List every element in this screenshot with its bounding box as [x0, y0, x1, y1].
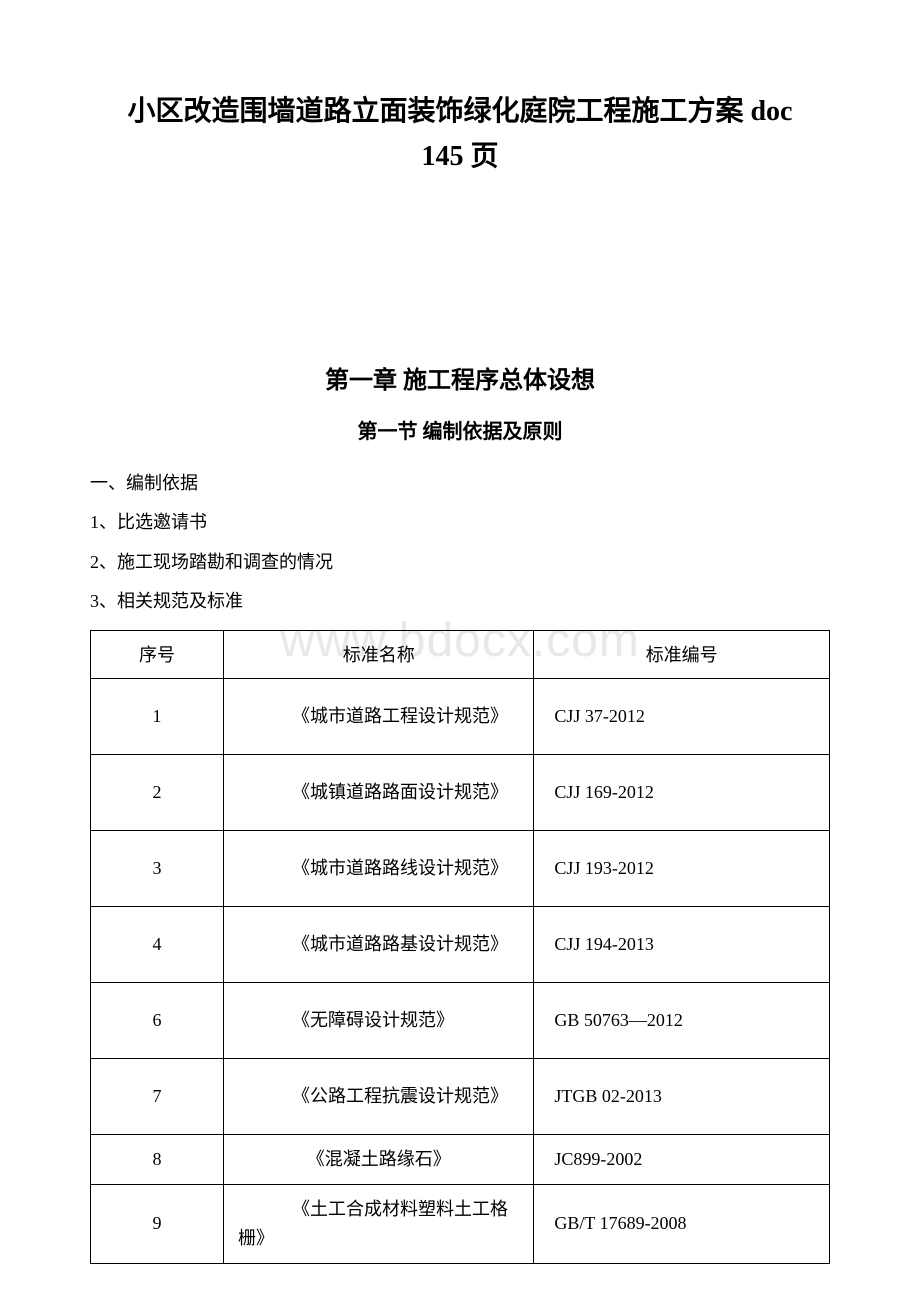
cell-code: JC899-2002 [534, 1134, 830, 1184]
header-name: 标准名称 [224, 630, 534, 678]
cell-code: CJJ 169-2012 [534, 754, 830, 830]
title-line-2: 145 页 [90, 135, 830, 180]
paragraph-1: 一、编制依据 [90, 464, 830, 504]
cell-seq: 4 [91, 906, 224, 982]
standards-table: 序号 标准名称 标准编号 1 《城市道路工程设计规范》 CJJ 37-2012 … [90, 630, 830, 1264]
cell-name: 《土工合成材料塑料土工格栅》 [224, 1184, 534, 1263]
cell-seq: 9 [91, 1184, 224, 1263]
cell-seq: 8 [91, 1134, 224, 1184]
table-row: 8 《混凝土路缘石》 JC899-2002 [91, 1134, 830, 1184]
cell-code: CJJ 193-2012 [534, 830, 830, 906]
cell-code: CJJ 37-2012 [534, 678, 830, 754]
paragraph-2: 1、比选邀请书 [90, 503, 830, 543]
cell-name: 《城市道路工程设计规范》 [224, 678, 534, 754]
cell-name: 《混凝土路缘石》 [224, 1134, 534, 1184]
cell-name: 《无障碍设计规范》 [224, 982, 534, 1058]
cell-seq: 7 [91, 1058, 224, 1134]
paragraph-3: 2、施工现场踏勘和调查的情况 [90, 543, 830, 583]
cell-name: 《城市道路路基设计规范》 [224, 906, 534, 982]
document-title: 小区改造围墙道路立面装饰绿化庭院工程施工方案 doc 145 页 [90, 90, 830, 180]
header-code: 标准编号 [534, 630, 830, 678]
table-row: 6 《无障碍设计规范》 GB 50763—2012 [91, 982, 830, 1058]
cell-seq: 6 [91, 982, 224, 1058]
cell-seq: 3 [91, 830, 224, 906]
table-row: 3 《城市道路路线设计规范》 CJJ 193-2012 [91, 830, 830, 906]
cell-code: GB/T 17689-2008 [534, 1184, 830, 1263]
table-row: 7 《公路工程抗震设计规范》 JTGB 02-2013 [91, 1058, 830, 1134]
title-line-1: 小区改造围墙道路立面装饰绿化庭院工程施工方案 doc [90, 90, 830, 135]
chapter-title: 第一章 施工程序总体设想 [90, 360, 830, 395]
cell-code: CJJ 194-2013 [534, 906, 830, 982]
cell-code: JTGB 02-2013 [534, 1058, 830, 1134]
cell-name: 《城镇道路路面设计规范》 [224, 754, 534, 830]
document-content: 小区改造围墙道路立面装饰绿化庭院工程施工方案 doc 145 页 第一章 施工程… [90, 90, 830, 1264]
table-row: 1 《城市道路工程设计规范》 CJJ 37-2012 [91, 678, 830, 754]
table-row: 9 《土工合成材料塑料土工格栅》 GB/T 17689-2008 [91, 1184, 830, 1263]
paragraph-4: 3、相关规范及标准 [90, 582, 830, 622]
cell-seq: 2 [91, 754, 224, 830]
table-row: 2 《城镇道路路面设计规范》 CJJ 169-2012 [91, 754, 830, 830]
table-header-row: 序号 标准名称 标准编号 [91, 630, 830, 678]
cell-seq: 1 [91, 678, 224, 754]
cell-name: 《城市道路路线设计规范》 [224, 830, 534, 906]
section-title: 第一节 编制依据及原则 [90, 415, 830, 444]
table-row: 4 《城市道路路基设计规范》 CJJ 194-2013 [91, 906, 830, 982]
cell-code: GB 50763—2012 [534, 982, 830, 1058]
cell-name: 《公路工程抗震设计规范》 [224, 1058, 534, 1134]
header-seq: 序号 [91, 630, 224, 678]
